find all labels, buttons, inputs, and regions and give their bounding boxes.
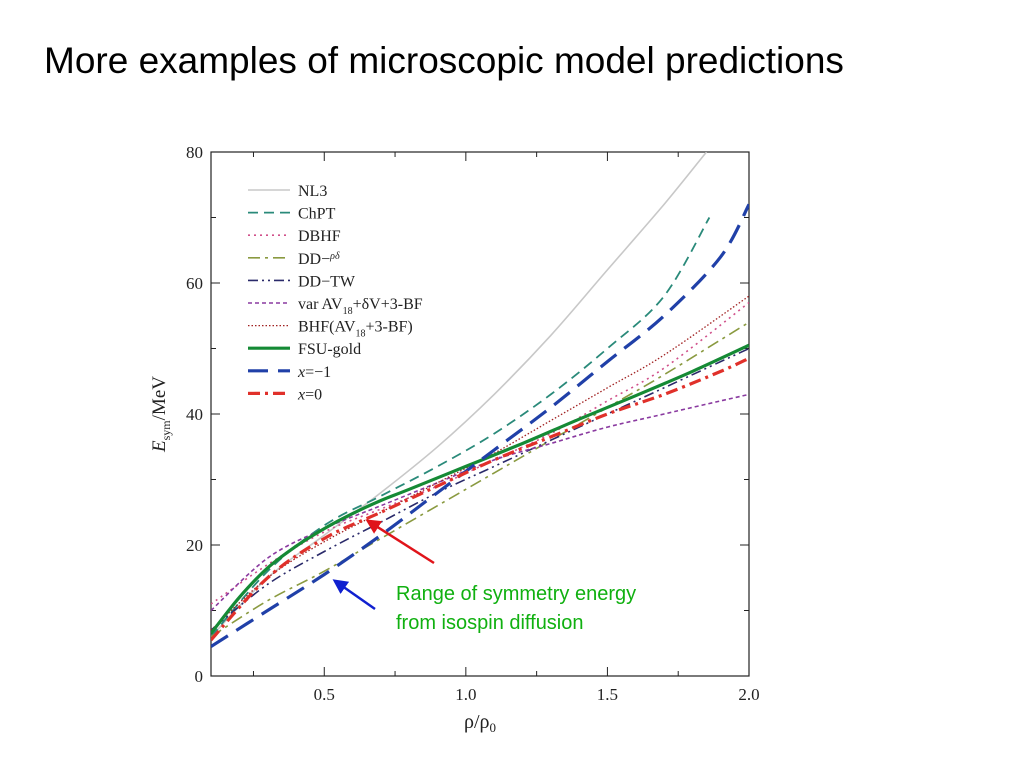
legend-label-7: FSU-gold (298, 341, 361, 358)
annotation-line-2: from isospin diffusion (396, 612, 584, 634)
annotation-arrow-red (365, 519, 435, 565)
slide-title: More examples of microscopic model predi… (44, 40, 844, 81)
y-tick-label: 80 (186, 143, 203, 162)
y-tick-label: 20 (186, 536, 203, 555)
legend-label-9: x=0 (297, 386, 322, 403)
x-tick-label: 1.5 (597, 685, 618, 704)
x-tick-label: 2.0 (738, 685, 759, 704)
series-line-3 (211, 321, 749, 638)
x-tick-label: 0.5 (314, 685, 335, 704)
legend-label-6: BHF(AV18+3-BF) (298, 319, 413, 340)
legend-label-8: x=−1 (297, 364, 331, 381)
series-line-9 (211, 356, 749, 642)
annotation-arrow-blue (332, 579, 376, 611)
series-line-7 (211, 343, 749, 635)
legend-label-3: DD−ρδ (298, 251, 340, 268)
legend-label-4: DD−TW (298, 273, 356, 290)
legend-label-5: var AV18+δV+3-BF (298, 296, 423, 317)
annotation-text: Range of symmetry energy from isospin di… (396, 580, 636, 638)
x-tick-label: 1.0 (455, 685, 476, 704)
annotation-line-1: Range of symmetry energy (396, 583, 637, 605)
legend-label-2: DBHF (298, 228, 341, 245)
y-tick-label: 40 (186, 405, 203, 424)
y-tick-label: 60 (186, 274, 203, 293)
y-tick-label: 0 (195, 667, 204, 686)
legend-label-0: NL3 (298, 183, 327, 200)
series-line-8 (211, 203, 749, 648)
series-line-5 (211, 393, 749, 612)
series-line-2 (211, 301, 749, 605)
x-axis-label: ρ/ρ0 (464, 711, 496, 735)
y-axis-label: Esym/MeV (149, 376, 173, 453)
legend-label-1: ChPT (298, 206, 336, 223)
